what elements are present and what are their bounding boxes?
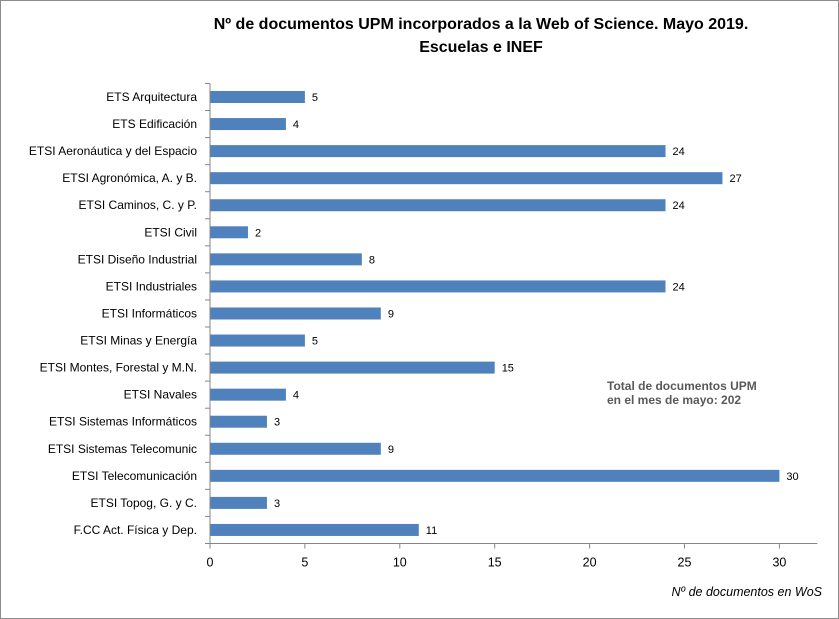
- data-label: 24: [673, 146, 685, 158]
- data-label: 11: [426, 525, 437, 537]
- bar: [210, 361, 495, 374]
- x-axis-label: Nº de documentos en WoS: [672, 585, 823, 599]
- data-label: 2: [255, 227, 261, 239]
- x-tick-label: 25: [678, 555, 692, 569]
- bar: [210, 307, 381, 320]
- data-label: 27: [729, 173, 741, 185]
- category-label: ETSI Civil: [144, 225, 197, 239]
- category-label: F.CC Act. Física y Dep.: [74, 523, 197, 537]
- bar: [210, 496, 267, 509]
- category-label: ETSI Industriales: [106, 279, 197, 293]
- x-tick-label: 20: [583, 555, 597, 569]
- category-label: ETSI Sistemas Telecomunic: [48, 442, 197, 456]
- bars-group: 5 4 24 27 24 2 8 24 9 5 15 4 3 9 30 3 11: [210, 91, 799, 537]
- data-label: 30: [786, 471, 798, 483]
- x-tick-label: 30: [772, 555, 786, 569]
- bar: [210, 91, 305, 103]
- category-label: ETSI Topog, G. y C.: [91, 496, 198, 510]
- bar: [210, 469, 780, 482]
- data-label: 24: [673, 281, 685, 293]
- category-label: ETSI Minas y Energía: [80, 334, 197, 348]
- chart-title-line1: Nº de documentos UPM incorporados a la W…: [214, 16, 749, 33]
- x-tick-label: 10: [393, 555, 407, 569]
- data-label: 8: [369, 254, 375, 266]
- data-label: 3: [274, 498, 280, 510]
- bar: [210, 334, 305, 347]
- category-label: ETSI Montes, Forestal y M.N.: [40, 361, 197, 375]
- data-label: 9: [388, 308, 394, 320]
- category-label: ETSI Caminos, C. y P.: [79, 198, 197, 212]
- data-label: 9: [388, 444, 394, 456]
- data-label: 5: [312, 336, 318, 348]
- data-label: 3: [274, 417, 280, 429]
- chart-title-line2: Escuelas e INEF: [419, 39, 543, 56]
- category-label: ETSI Aeronáutica y del Espacio: [29, 144, 197, 158]
- bar: [210, 118, 286, 131]
- axes-group: ETS Arquitectura ETS Edificación ETSI Aero…: [29, 82, 818, 569]
- category-label: ETS Edificación: [112, 117, 197, 131]
- data-label: 5: [312, 92, 318, 104]
- category-label: ETSI Sistemas Informáticos: [49, 415, 197, 429]
- bar: [210, 415, 267, 428]
- bar: [210, 253, 362, 266]
- bar: [210, 442, 381, 455]
- category-label: ETSI Telecomunicación: [72, 469, 197, 483]
- category-label: ETSI Navales: [124, 388, 197, 402]
- bar: [210, 199, 666, 212]
- data-label: 4: [293, 390, 299, 402]
- category-label: ETS Arquitectura: [106, 90, 197, 104]
- bar: [210, 523, 419, 536]
- data-label: 15: [502, 363, 514, 375]
- bar: [210, 280, 666, 293]
- bar: [210, 226, 248, 239]
- bar: [210, 145, 666, 158]
- category-label: ETSI Agronómica, A. y B.: [62, 171, 197, 185]
- bar: [210, 172, 723, 185]
- total-annotation-line2: en el mes de mayo: 202: [607, 393, 741, 407]
- data-label: 4: [293, 119, 299, 131]
- data-label: 24: [673, 200, 685, 212]
- total-annotation-line1: Total de documentos UPM: [607, 379, 757, 393]
- category-label: ETSI Informáticos: [102, 306, 197, 320]
- x-tick-label: 5: [301, 555, 308, 569]
- category-label: ETSI Diseño Industrial: [78, 252, 197, 266]
- x-tick-label: 15: [488, 555, 502, 569]
- x-tick-label: 0: [207, 555, 214, 569]
- bar: [210, 388, 286, 401]
